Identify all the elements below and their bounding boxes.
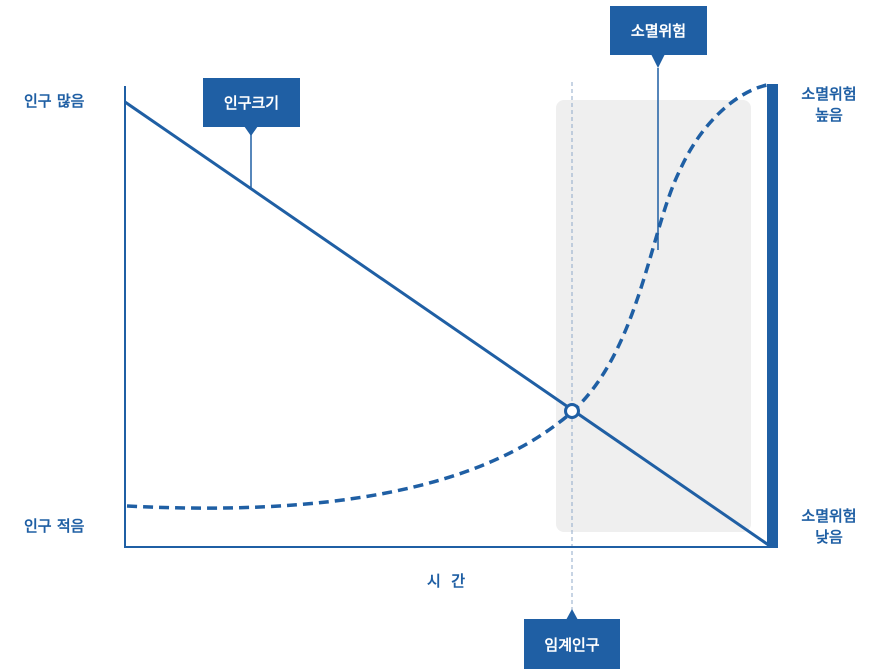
right-axis-high-label-line1: 소멸위험 xyxy=(801,85,856,103)
y-axis-top-label: 인구 많음 xyxy=(24,92,85,110)
extinction-risk-callout-label: 소멸위험 xyxy=(631,22,686,40)
right-axis-low-label-line2: 낮음 xyxy=(815,528,843,546)
critical-zone-background xyxy=(556,100,751,532)
extinction-risk-scale-bar xyxy=(767,84,778,548)
critical-population-callout-label: 임계인구 xyxy=(544,636,599,654)
extinction-risk-callout-pointer xyxy=(651,54,665,68)
population-size-callout-label: 인구크기 xyxy=(224,94,279,112)
population-size-callout-pointer xyxy=(244,126,258,136)
right-axis-low-label-line1: 소멸위험 xyxy=(801,507,856,525)
critical-population-callout-pointer xyxy=(566,609,578,620)
right-axis-high-label-line2: 높음 xyxy=(815,106,843,124)
extinction-risk-curve xyxy=(126,83,768,510)
critical-population-callout-box xyxy=(524,619,620,669)
y-axis-bottom-label: 인구 적음 xyxy=(24,517,85,535)
critical-point-marker xyxy=(564,403,580,419)
x-axis-label: 시 간 xyxy=(427,572,465,590)
population-size-line xyxy=(124,100,771,548)
population-size-callout-box xyxy=(203,78,300,127)
extinction-risk-callout-box xyxy=(610,6,707,55)
